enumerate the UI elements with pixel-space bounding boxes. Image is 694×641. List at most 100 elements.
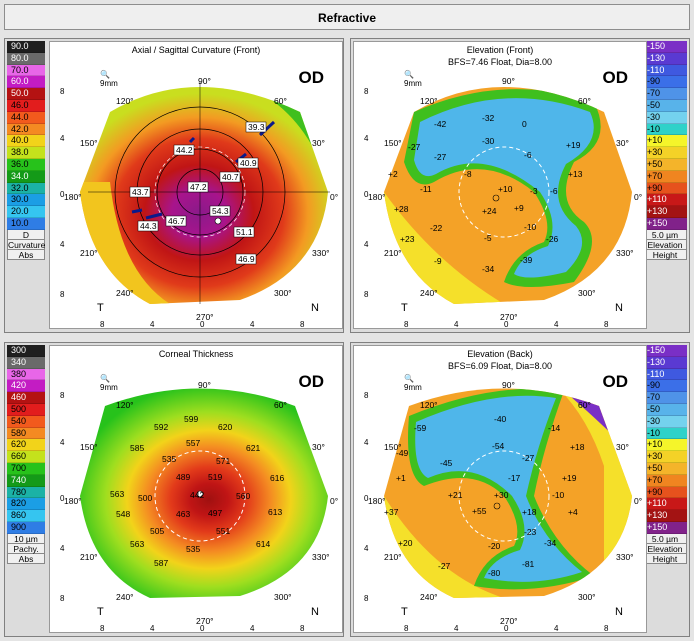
map-value: 614 — [256, 539, 270, 549]
curvature-map-type[interactable]: Curvature — [7, 239, 46, 250]
scale-cell: 70.0 — [7, 64, 45, 77]
x-axis-tick: 4 — [554, 320, 559, 329]
temporal-label: T — [401, 302, 408, 314]
angle-label: 150° — [384, 138, 402, 148]
angle-label: 0° — [634, 192, 643, 202]
elevation-front-color-scale: -150 -130 -110 -90 -70 -50 -30 -10 +10 +30 +50 +70 +… — [643, 41, 687, 260]
x-axis-tick: 0 — [200, 624, 205, 633]
value-box — [233, 226, 255, 238]
scale-cell: -150 — [643, 345, 687, 357]
x-axis-tick: 0 — [504, 320, 509, 329]
angle-label: 300° — [274, 288, 292, 298]
map-value: -34 — [482, 264, 495, 274]
temporal-label: T — [401, 606, 408, 618]
zoom-icon[interactable]: 🔍 9mm — [100, 70, 118, 88]
zoom-icon[interactable]: 🔍 9mm — [404, 374, 422, 392]
map-value: 40.7 — [222, 172, 239, 182]
elevation-front-map-type[interactable]: Elevation — [643, 239, 687, 250]
pachy-scale-mode[interactable]: Abs — [7, 553, 45, 564]
scale-cell: 32.0 — [7, 182, 45, 195]
scale-cell: 340 — [7, 356, 45, 369]
map-value: +19 — [562, 473, 577, 483]
scale-cell: -30 — [643, 415, 687, 428]
pachy-color-scale: 300 340 380 420 460 500 540 580 620 660 700 740 780 8… — [7, 345, 45, 564]
map-value: -30 — [482, 136, 495, 146]
value-box — [129, 186, 151, 198]
elevation-front-unit[interactable]: Height — [643, 249, 687, 260]
eye-label: OD — [298, 68, 325, 87]
eye-label: OD — [602, 372, 629, 391]
x-axis-tick: 8 — [300, 320, 305, 329]
elevation-back-map[interactable]: -59 -40 -14 -49 -54 -45 -27 +18 +1 -17 +19 +21 +30 -1… — [353, 345, 647, 633]
value-box — [245, 121, 267, 133]
y-axis-tick: 4 — [364, 544, 369, 553]
angle-label: 210° — [80, 248, 98, 258]
angle-label: 90° — [198, 76, 211, 86]
angle-label: 300° — [274, 592, 292, 602]
curvature-map[interactable]: 39.3 44.2 40.9 43.7 47.2 40.7 44.3 46.7 54.3 51.1… — [49, 41, 343, 329]
angle-label: 180° — [368, 192, 386, 202]
pachy-step: 10 µm — [7, 533, 45, 544]
x-axis-tick: 8 — [404, 624, 409, 633]
zoom-label: 9mm — [100, 383, 118, 392]
elevation-back-unit[interactable]: Height — [643, 553, 687, 564]
angle-label: 270° — [500, 616, 518, 626]
map-value: 44.3 — [140, 221, 157, 231]
map-value: 613 — [268, 507, 282, 517]
eye-label: OD — [298, 372, 325, 391]
zoom-label: 9mm — [100, 79, 118, 88]
y-axis-tick: 4 — [60, 544, 65, 553]
map-value: -10 — [524, 222, 537, 232]
elevation-front-panel[interactable]: -150 -130 -110 -90 -70 -50 -30 -10 +10 +30 +50 +70 +… — [350, 38, 690, 333]
map-value: +18 — [522, 507, 537, 517]
scale-cell: -50 — [643, 99, 687, 112]
elevation-front-title: Elevation (Front) — [466, 45, 534, 55]
angle-label: 120° — [116, 400, 134, 410]
pachy-map-type[interactable]: Pachy. — [7, 543, 45, 554]
angle-label: 90° — [502, 380, 515, 390]
scale-cell: -130 — [643, 52, 687, 65]
map-value: 616 — [270, 473, 284, 483]
angle-label: 180° — [368, 496, 386, 506]
scale-cell: -130 — [643, 356, 687, 369]
thickness-map[interactable]: 599 592 620 585 557 621 535 571 489 519 563 500 442 5… — [49, 345, 343, 633]
elevation-front-map[interactable]: -42 -32 0 -27 -27 -30 -6 +19 +2 -11 -8 +10 +13 -3 +28 +… — [353, 41, 647, 329]
nasal-label: N — [615, 606, 623, 618]
map-value: 557 — [186, 438, 200, 448]
angle-label: 120° — [420, 96, 438, 106]
nasal-label: N — [311, 606, 319, 618]
map-value: 592 — [154, 422, 168, 432]
angle-label: 60° — [578, 400, 591, 410]
x-axis-tick: 8 — [404, 320, 409, 329]
curvature-unit: D — [7, 229, 45, 240]
x-axis-tick: 0 — [504, 624, 509, 633]
elevation-back-map-type[interactable]: Elevation — [643, 543, 687, 554]
map-value: +23 — [400, 234, 415, 244]
thickness-panel[interactable]: 300 340 380 420 460 500 540 580 620 660 700 740 780 8… — [4, 342, 344, 637]
map-value: -6 — [550, 186, 558, 196]
curvature-scale-mode[interactable]: Abs — [7, 249, 45, 260]
scale-cell: -110 — [643, 64, 687, 77]
map-value: 560 — [236, 491, 250, 501]
angle-label: 180° — [64, 496, 82, 506]
curvature-panel[interactable]: 90.0 80.0 70.0 60.0 50.0 46.0 44.0 42.0 40.0 38.0… — [4, 38, 344, 333]
map-value: -9 — [434, 256, 442, 266]
scale-cell: 38.0 — [7, 147, 45, 159]
map-value: -49 — [396, 448, 409, 458]
map-value: 54.3 — [212, 206, 229, 216]
scale-cell: +110 — [643, 194, 687, 207]
map-value: +21 — [448, 490, 463, 500]
map-value: +18 — [570, 442, 585, 452]
map-value: 563 — [130, 539, 144, 549]
scale-cell: +150 — [643, 521, 687, 534]
map-value: -32 — [482, 113, 495, 123]
elevation-back-panel[interactable]: -150 -130 -110 -90 -70 -50 -30 -10 +10 +30 +50 +70 +… — [350, 342, 690, 637]
x-axis-tick: 8 — [300, 624, 305, 633]
scale-cell: +30 — [643, 451, 687, 463]
map-value: 519 — [208, 472, 222, 482]
y-axis-tick: 8 — [364, 391, 369, 400]
map-value: +13 — [568, 169, 583, 179]
zoom-icon[interactable]: 🔍 9mm — [100, 374, 118, 392]
zoom-icon[interactable]: 🔍 9mm — [404, 70, 422, 88]
scale-cell: -90 — [643, 76, 687, 89]
